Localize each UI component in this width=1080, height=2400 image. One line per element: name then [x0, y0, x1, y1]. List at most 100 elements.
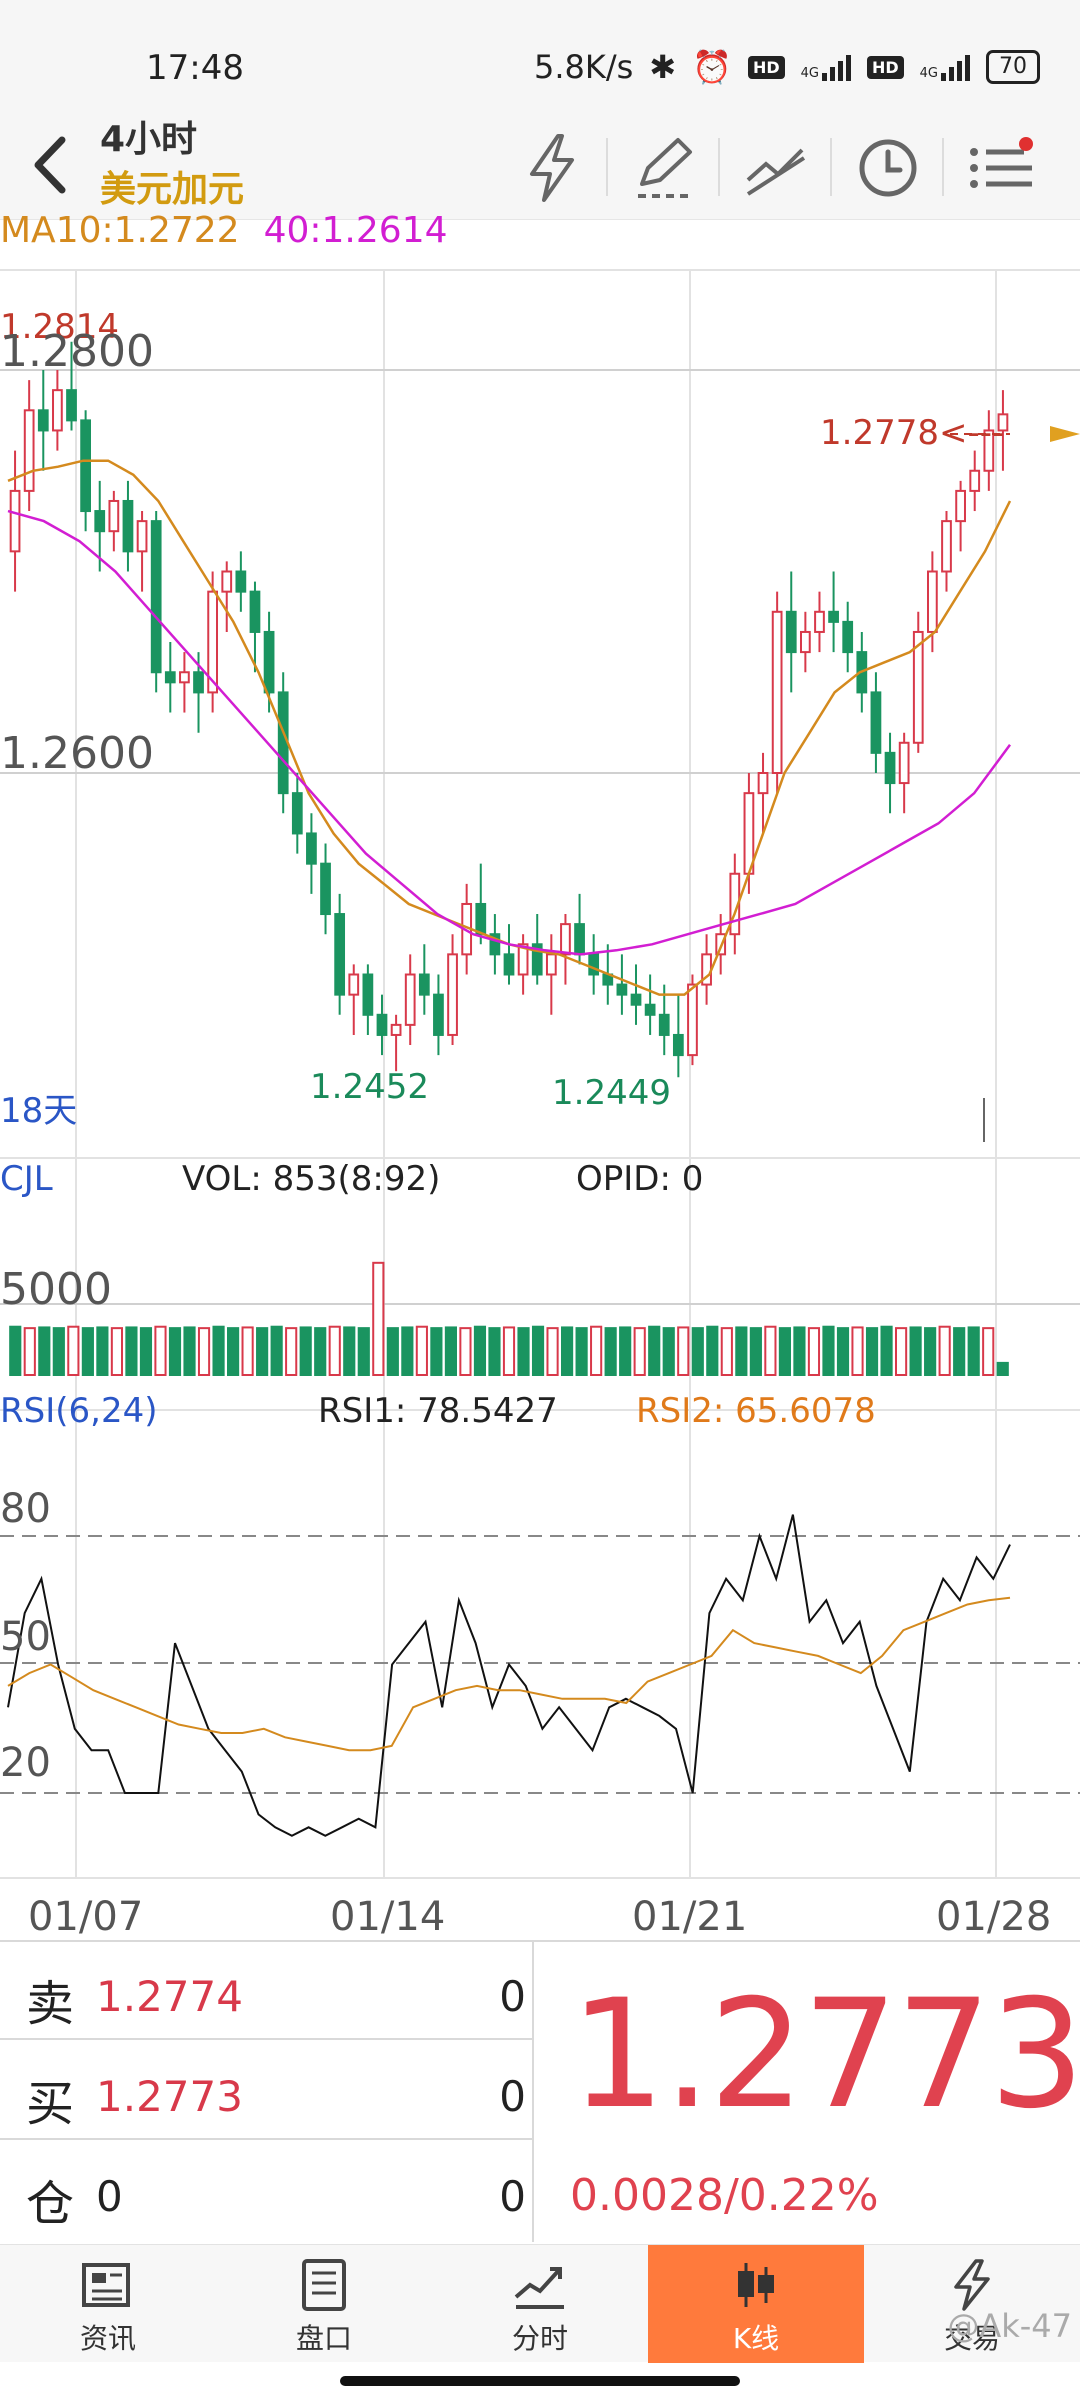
- candle-body: [263, 630, 275, 694]
- candle-body: [376, 1013, 388, 1036]
- volume-bar: [81, 1327, 94, 1377]
- candle-body: [23, 409, 35, 492]
- current-price-arrow-icon: [1050, 426, 1080, 442]
- candle-body: [348, 973, 360, 996]
- back-icon[interactable]: [22, 130, 82, 200]
- instrument-title[interactable]: 美元加元: [100, 169, 245, 210]
- candle-body: [997, 413, 1009, 432]
- candle-body: [545, 953, 557, 976]
- cjl-label[interactable]: CJL: [0, 1159, 53, 1199]
- buy-qty: 0: [499, 2072, 526, 2121]
- buy-row[interactable]: 买 1.2773 0: [0, 2042, 532, 2140]
- volume-bar: [372, 1261, 385, 1377]
- signal-icon-2: 4G: [920, 53, 970, 81]
- volume-bar: [328, 1325, 341, 1376]
- candle-body: [503, 953, 515, 976]
- ma40-value: 40:1.2614: [263, 210, 448, 251]
- quote-panel: 1.2773 0.0028/0.22%: [540, 1940, 1080, 2240]
- sell-label: 卖: [26, 1976, 75, 2032]
- tab-timeshare[interactable]: 分时: [432, 2245, 648, 2363]
- volume-bar: [546, 1327, 559, 1377]
- tab-trade[interactable]: 交易 @Ak-47: [864, 2245, 1080, 2363]
- tab-kline[interactable]: K线: [648, 2245, 864, 2363]
- candle-body: [489, 933, 501, 956]
- candle-body: [630, 993, 642, 1006]
- candle-body: [334, 913, 346, 996]
- ma-legend: MA10:1.2722 40:1.2614: [0, 210, 448, 251]
- drawing-tool-icon[interactable]: [734, 128, 818, 208]
- volume-bar: [110, 1327, 123, 1377]
- candle-body: [531, 943, 543, 976]
- bluetooth-icon: ✱: [649, 48, 677, 86]
- volume-bar: [125, 1326, 138, 1377]
- ma40-line: [7, 509, 1012, 956]
- candle-body: [136, 520, 148, 553]
- volume-bar: [154, 1325, 167, 1376]
- candle-body: [588, 953, 600, 976]
- volume-bar: [880, 1325, 893, 1376]
- clock-icon[interactable]: [846, 128, 930, 208]
- candle-body: [969, 469, 981, 492]
- tab-orderbook[interactable]: 盘口: [216, 2245, 432, 2363]
- candle-body: [320, 862, 331, 916]
- candle-body: [447, 953, 458, 1036]
- volume-bar: [430, 1327, 443, 1377]
- volume-bar: [386, 1327, 399, 1377]
- rsi2-value: RSI2: 65.6078: [636, 1391, 876, 1431]
- opid-value: OPID: 0: [576, 1159, 703, 1199]
- volume-bar: [662, 1327, 675, 1377]
- tab-news[interactable]: 资讯: [0, 2245, 216, 2363]
- volume-bar: [706, 1325, 719, 1376]
- candle-body: [207, 590, 219, 694]
- volume-bar: [909, 1326, 922, 1377]
- buy-price: 1.2773: [96, 2072, 243, 2121]
- volume-bar: [648, 1325, 661, 1376]
- volume-bar: [23, 1327, 36, 1377]
- candle-body: [771, 610, 783, 774]
- rsi1-line: [7, 1514, 1011, 1837]
- volume-bar: [575, 1327, 588, 1377]
- volume-bar: [982, 1327, 995, 1377]
- tab-kline-label: K线: [732, 2322, 780, 2355]
- pencil-icon[interactable]: [622, 128, 706, 208]
- candle-body: [560, 923, 571, 956]
- volume-bar: [953, 1327, 966, 1377]
- sell-row[interactable]: 卖 1.2774 0: [0, 1942, 532, 2040]
- candle-body: [757, 772, 769, 795]
- battery-icon: 70: [986, 50, 1040, 84]
- price-change: 0.0028/0.22%: [570, 2170, 879, 2221]
- candle-body: [870, 691, 882, 754]
- candle-body: [277, 691, 289, 795]
- candle-body: [404, 973, 416, 1026]
- menu-list-icon[interactable]: [958, 128, 1042, 208]
- rsi1-value: RSI1: 78.5427: [318, 1391, 558, 1431]
- candle-body: [785, 610, 797, 654]
- ma10-value: MA10:1.2722: [0, 210, 240, 251]
- volume-bar: [52, 1327, 65, 1377]
- rsi-axis-50: 50: [0, 1614, 51, 1660]
- date-label-0114: 01/14: [330, 1894, 445, 1940]
- candle-body: [37, 409, 49, 432]
- home-indicator[interactable]: [340, 2376, 740, 2386]
- candle-body: [828, 610, 839, 623]
- candle-body: [108, 499, 120, 533]
- candle-body: [221, 570, 233, 593]
- position-row: 仓 0 0: [0, 2142, 532, 2240]
- period-title[interactable]: 4小时: [100, 119, 198, 160]
- rsi-label[interactable]: RSI(6,24): [0, 1391, 157, 1431]
- candle-body: [193, 671, 204, 694]
- candle-body: [249, 590, 261, 633]
- volume-bar: [778, 1327, 791, 1377]
- volume-bar: [299, 1326, 312, 1377]
- high-price-label: 1.2814: [0, 307, 119, 347]
- candle-body: [52, 389, 63, 432]
- lightning-icon[interactable]: [510, 128, 594, 208]
- status-icons: 5.8K/s ✱ ⏰ HD 4G HD 4G 70: [534, 48, 1040, 86]
- position-qty: 0: [499, 2172, 526, 2221]
- volume-bar: [212, 1325, 225, 1376]
- kline-chart[interactable]: 1.2814 1.2800 1.2600 1.2452 1.2449 1.277…: [0, 258, 1080, 1944]
- candle-body: [150, 520, 162, 674]
- volume-bar: [836, 1327, 850, 1377]
- volume-bar: [604, 1327, 617, 1377]
- sell-qty: 0: [499, 1972, 526, 2021]
